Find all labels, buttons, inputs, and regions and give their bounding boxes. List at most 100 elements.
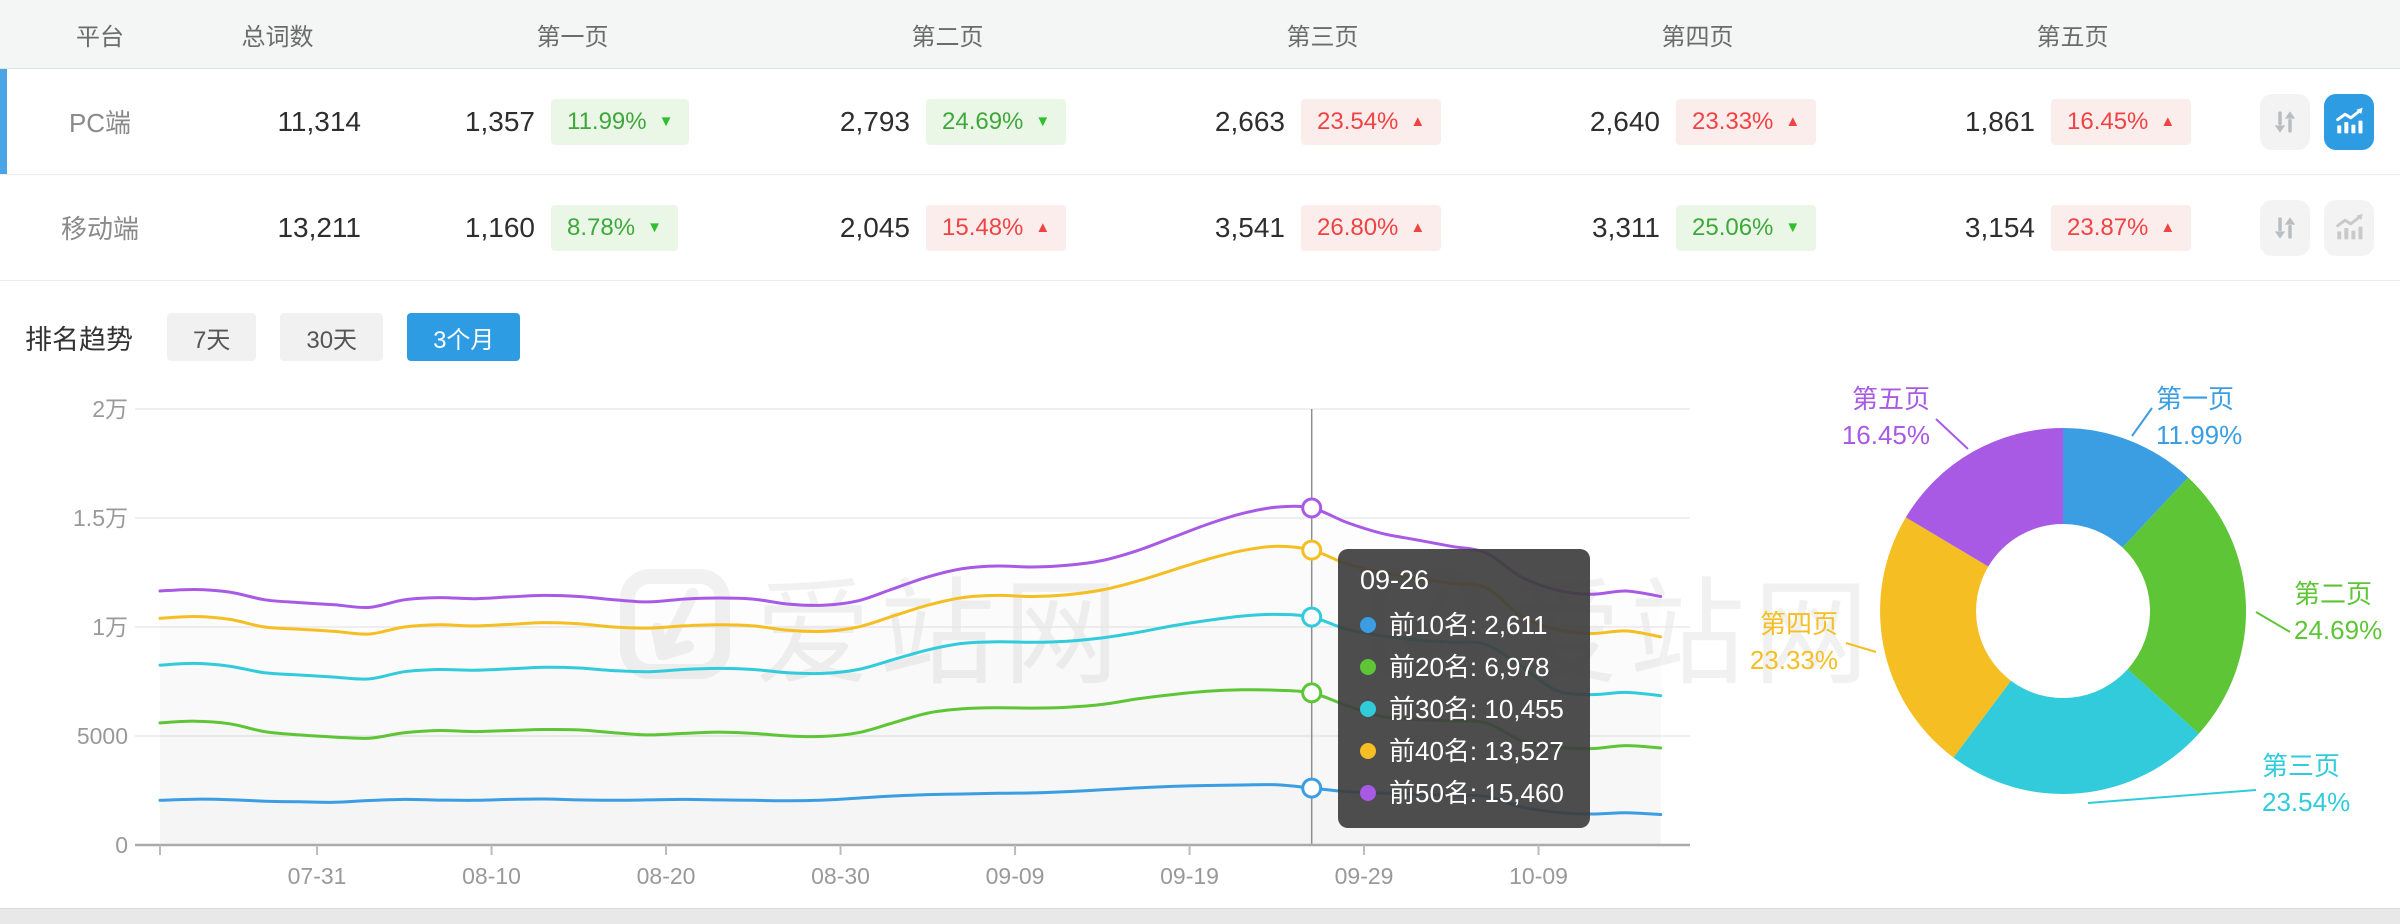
donut-label-第二页: 第二页 24.69% [2294,579,2383,645]
triangle-up-icon: ▲ [1410,219,1426,236]
row-actions [2260,199,2400,256]
trend-section-title: 排名趋势 [25,324,133,355]
svg-text:09-19: 09-19 [1160,863,1219,889]
series-dot-icon [1360,659,1376,675]
svg-text:08-10: 08-10 [462,863,521,889]
svg-text:2万: 2万 [92,396,128,422]
donut-label-第五页: 第五页 16.45% [1841,384,1930,450]
total-words-cell: 11,314 [277,105,361,137]
triangle-up-icon: ▲ [2160,113,2176,130]
tooltip-series-row: 前40名: 13,527 [1360,730,1564,772]
svg-text:1万: 1万 [92,614,128,640]
trend-chart-icon [2336,213,2363,239]
svg-text:08-30: 08-30 [811,863,870,889]
chart-tooltip: 09-26 前10名: 2,611 前20名: 6,978 前30名: 10,455… [1338,549,1590,828]
page-4-change-cell: 25.06% ▼ [1660,204,1885,251]
svg-text:1.5万: 1.5万 [73,505,128,531]
page-1-change-cell: 8.78% ▼ [535,204,760,251]
change-badge: 25.06% ▼ [1676,204,1817,251]
col-header-platform: 平台 [76,23,124,51]
page-2-change-cell: 15.48% ▲ [910,204,1135,251]
page-3-count: 2,663 [1214,105,1285,137]
series-dot-icon [1360,785,1376,801]
svg-text:5000: 5000 [77,723,128,749]
page-5-count: 3,154 [1964,211,2035,243]
triangle-up-icon: ▲ [1035,219,1051,236]
svg-text:09-29: 09-29 [1335,863,1394,889]
series-dot-icon [1360,617,1376,633]
sort-arrows-icon [2274,216,2296,239]
change-badge: 24.69% ▼ [926,98,1067,145]
donut-label-第一页: 第一页 11.99% [2156,384,2243,450]
total-words-cell: 13,211 [277,211,361,243]
series-dot-icon [1360,701,1376,717]
col-header-page-4: 第四页 [1661,23,1734,51]
donut-slice-第二页[interactable] [2122,477,2247,734]
range-tab-7天[interactable]: 7天 [167,313,257,361]
page-5-change-cell: 23.87% ▲ [2035,204,2260,251]
triangle-down-icon: ▼ [658,113,674,130]
col-header-page-1: 第一页 [536,23,609,51]
page-4-change-cell: 23.33% ▲ [1660,98,1885,145]
page-3-count: 3,541 [1214,211,1285,243]
page-2-count: 2,793 [839,105,910,137]
triangle-up-icon: ▲ [2160,219,2176,236]
page-1-count: 1,357 [464,105,535,137]
tooltip-series-row: 前50名: 15,460 [1360,772,1564,814]
change-badge: 16.45% ▲ [2051,98,2192,145]
donut-label-第四页: 第四页 23.33% [1749,609,1838,675]
col-header-total: 总词数 [241,23,314,51]
triangle-down-icon: ▼ [647,219,662,236]
svg-text:10-09: 10-09 [1509,863,1568,889]
triangle-down-icon: ▼ [1035,113,1051,130]
trend-toolbar: 排名趋势 7天 30天 3个月 [25,313,521,361]
series-dot-icon [1360,743,1376,759]
tooltip-date: 09-26 [1360,565,1430,595]
donut-slice-第三页[interactable] [1953,669,2199,794]
svg-text:08-20: 08-20 [637,863,696,889]
donut-slice-第四页[interactable] [1880,517,2011,758]
triangle-up-icon: ▲ [1410,113,1426,130]
change-badge: 8.78% ▼ [551,204,678,251]
page-5-count: 1,861 [1964,105,2035,137]
tooltip-series-row: 前20名: 6,978 [1360,646,1564,688]
change-badge: 23.54% ▲ [1301,98,1442,145]
sort-button[interactable] [2260,93,2310,150]
change-badge: 11.99% ▼ [551,98,690,145]
table-row[interactable]: 移动端 13,211 1,160 8.78% ▼ 2,045 15.48% ▲ 3,541 26.… [0,175,2400,281]
range-tab-3个月[interactable]: 3个月 [407,313,521,361]
table-body: PC端 11,314 1,357 11.99% ▼ 2,793 24.69% ▼ 2,663 23… [0,69,2400,281]
change-badge: 23.33% ▲ [1676,98,1817,145]
trend-chart-icon [2336,107,2363,133]
watermark-text: 爱站网 [755,540,1127,708]
page-1-count: 1,160 [464,211,535,243]
page-3-change-cell: 23.54% ▲ [1285,98,1510,145]
donut-label-第三页: 第三页 23.54% [2262,751,2351,817]
range-tab-30天[interactable]: 30天 [280,313,384,361]
page-distribution-donut-chart[interactable] [1700,360,2400,920]
platform-cell: 移动端 [60,214,139,244]
page-4-count: 2,640 [1589,105,1660,137]
change-badge: 15.48% ▲ [926,204,1067,251]
table-row[interactable]: PC端 11,314 1,357 11.99% ▼ 2,793 24.69% ▼ 2,663 23… [0,69,2400,175]
col-header-page-2: 第二页 [911,23,984,51]
svg-text:09-09: 09-09 [986,863,1045,889]
page-2-change-cell: 24.69% ▼ [910,98,1135,145]
col-header-page-3: 第三页 [1286,23,1359,51]
donut-slice-第五页[interactable] [1905,428,2063,567]
page-2-count: 2,045 [839,211,910,243]
page-3-change-cell: 26.80% ▲ [1285,204,1510,251]
triangle-up-icon: ▲ [1785,113,1801,130]
show-trend-button[interactable] [2324,199,2374,256]
bottom-strip [0,908,2400,924]
platform-cell: PC端 [68,108,132,138]
sort-button[interactable] [2260,199,2310,256]
tooltip-series-row: 前10名: 2,611 [1360,604,1564,646]
show-trend-button[interactable] [2324,93,2374,150]
donut-slice-第一页[interactable] [2063,428,2189,548]
col-header-page-5: 第五页 [2036,23,2109,51]
page-1-change-cell: 11.99% ▼ [535,98,760,145]
change-badge: 26.80% ▲ [1301,204,1442,251]
row-actions [2260,93,2400,150]
